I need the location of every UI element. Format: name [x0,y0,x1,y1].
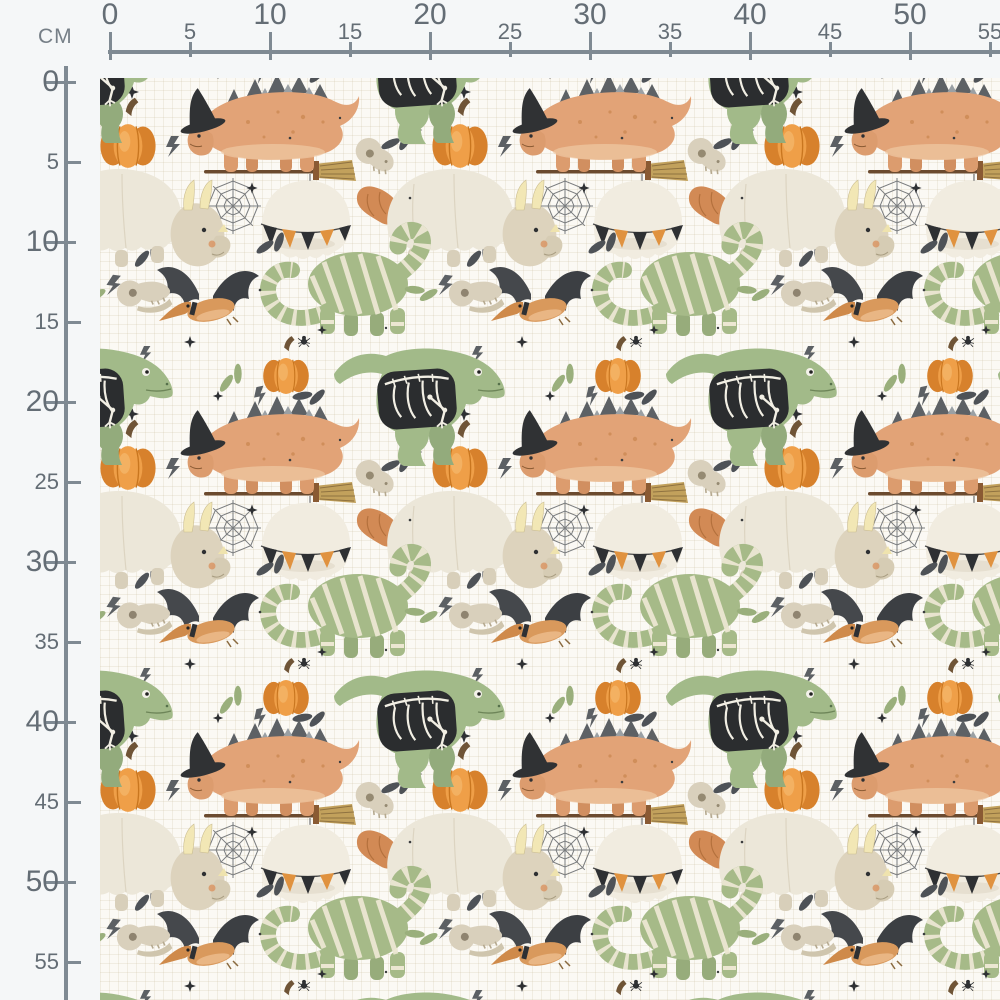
ruler-left-line [64,66,68,1000]
ruler-label: 0 [101,0,119,31]
ruler-label: 30 [25,545,59,578]
tick-mark [66,321,81,324]
tick-mark [46,241,76,244]
ruler-label: 25 [34,469,59,494]
ruler-label: 15 [34,309,59,334]
tick-mark [589,32,592,60]
tick-mark [46,401,76,404]
fabric-pattern-svg [100,78,1000,1000]
tick-mark [109,32,112,60]
ruler-label: 5 [183,19,197,44]
tick-mark [46,721,76,724]
ruler-label: 20 [413,0,447,31]
tick-mark [66,961,81,964]
ruler-unit-label: CM [38,25,73,48]
ruler-label: 0 [42,65,59,98]
ruler-label: 45 [34,789,59,814]
tick-mark [909,32,912,60]
tick-mark [46,561,76,564]
ruler-label: 5 [46,149,59,174]
ruler-label: 55 [34,949,59,974]
ruler-label: 25 [497,19,523,44]
fabric-swatch [100,78,1000,1000]
tick-mark [509,42,512,57]
tick-mark [66,801,81,804]
tick-mark [66,161,81,164]
tick-mark [66,641,81,644]
tick-mark [46,81,76,84]
tick-mark [989,42,992,57]
ruler-label: 50 [25,865,59,898]
ruler-label: 50 [893,0,927,31]
ruler-label: 35 [657,19,683,44]
tick-mark [749,32,752,60]
ruler-label: 10 [253,0,287,31]
tick-mark [46,881,76,884]
ruler-label: 30 [573,0,607,31]
ruler-top-line [108,50,1000,54]
ruler-label: 20 [25,385,59,418]
ruler-label: 55 [977,19,1000,44]
ruler-label: 40 [733,0,767,31]
ruler-label: 40 [25,705,59,738]
ruler-label: 35 [34,629,59,654]
tick-mark [829,42,832,57]
tick-mark [189,42,192,57]
tick-mark [269,32,272,60]
ruler-label: 10 [25,225,59,258]
tick-mark [429,32,432,60]
tick-mark [349,42,352,57]
ruler-label: 45 [817,19,843,44]
tick-mark [66,481,81,484]
tick-mark [669,42,672,57]
ruler-label: 15 [337,19,363,44]
